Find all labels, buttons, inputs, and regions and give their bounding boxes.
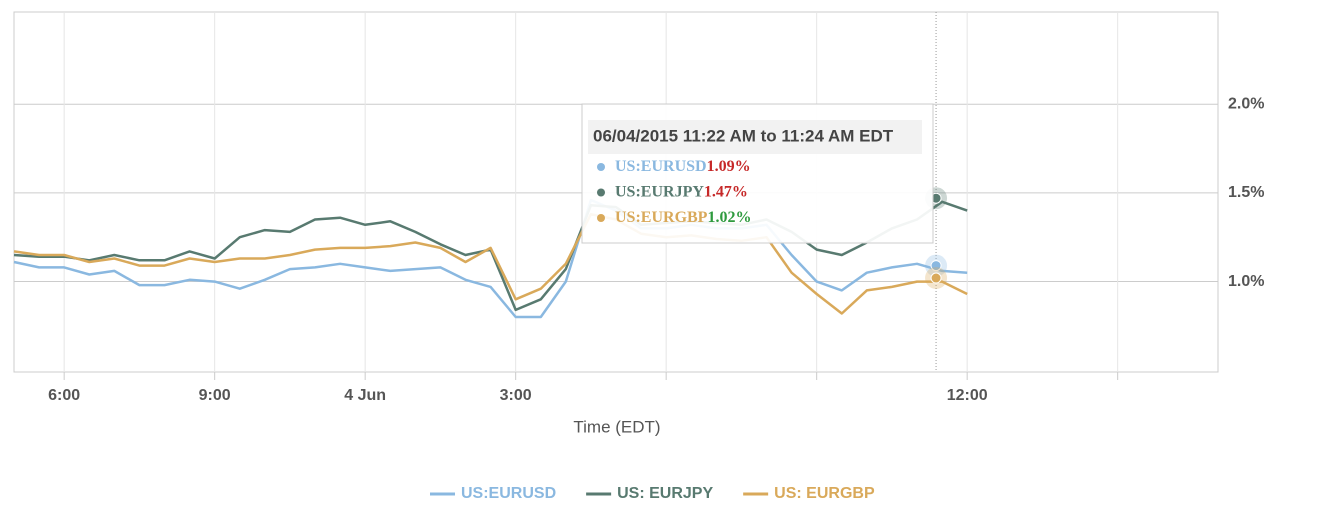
x-tick-label: 3:00 [500,387,532,404]
x-tick-label: 4 Jun [344,387,386,404]
tooltip-header [588,120,922,154]
series-line [13,198,968,319]
x-tick-label: 6:00 [48,387,80,404]
tooltip: 06/04/2015 11:22 AM to 11:24 AM EDT US:EU… [581,103,934,244]
tooltip-value: 1.47% [704,183,748,200]
tooltip-name: US:EURJPY [615,183,704,200]
y-tick-label: 1.0% [1228,273,1264,290]
tooltip-name: US:EURUSD [615,158,707,175]
x-tick-label: 9:00 [199,387,231,404]
tooltip-row: US:EURJPY1.47% [615,183,748,200]
hover-marker [930,260,942,272]
tooltip-name: US:EURGBP [615,209,708,226]
legend-label[interactable]: US: EURJPY [617,485,713,502]
y-tick-label: 2.0% [1228,95,1264,112]
x-tick-label: 12:00 [947,387,988,404]
legend-label[interactable]: US:EURUSD [461,485,556,502]
tooltip-value: 1.02% [707,209,751,226]
tooltip-dot [597,188,605,197]
tooltip-row: US:EURUSD1.09% [615,158,751,175]
plot-frame [13,11,1219,373]
series-line [13,212,968,315]
tooltip-dot [597,214,605,222]
hover-marker [930,272,942,284]
tooltip-row: US:EURGBP1.02% [615,209,751,226]
x-axis-title: Time (EDT) [573,417,660,436]
tooltip-title: 06/04/2015 11:22 AM to 11:24 AM EDT [593,126,894,145]
legend-label[interactable]: US: EURGBP [774,485,875,502]
tooltip-dot [597,163,605,171]
tooltip-value: 1.09% [707,158,751,175]
y-tick-label: 1.5% [1228,184,1264,201]
